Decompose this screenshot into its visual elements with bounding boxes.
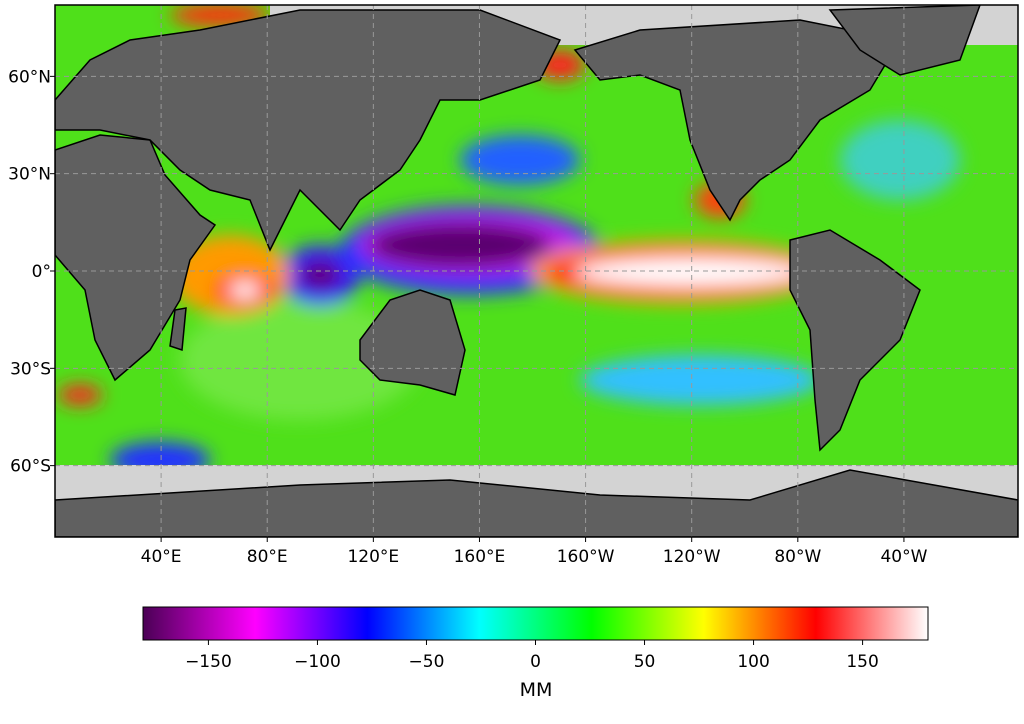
colorbar-tick-label: 0	[530, 652, 541, 672]
x-tick-label: 120°W	[663, 547, 721, 567]
x-tick-label: 160°E	[454, 547, 506, 567]
y-tick-label: 30°N	[8, 165, 51, 185]
grid	[55, 5, 1018, 537]
x-tick-label: 160°W	[557, 547, 615, 567]
x-tick-label: 80°E	[247, 547, 288, 567]
y-tick-label: 60°S	[10, 457, 51, 477]
y-tick-label: 60°N	[8, 67, 51, 87]
antarctica	[55, 469, 1018, 537]
eurasia	[55, 9, 562, 252]
colorbar-tick-label: 150	[846, 652, 878, 672]
y-tick-label: 30°S	[10, 359, 51, 379]
colorbar-label: MM	[520, 679, 553, 701]
map-body	[55, 5, 1018, 537]
colorbar-tick-label: −50	[409, 652, 445, 672]
africa	[55, 134, 217, 382]
x-tick-label: 120°E	[347, 547, 399, 567]
land	[55, 5, 1018, 537]
colorbar-tick-label: −150	[185, 652, 232, 672]
greenland	[828, 5, 981, 76]
australia	[359, 289, 466, 396]
madagascar	[169, 307, 187, 352]
colorbar-tick-label: −100	[294, 652, 341, 672]
y-tick-label: 0°	[32, 262, 51, 282]
colorbar	[142, 606, 929, 641]
x-tick-label: 40°W	[880, 547, 927, 567]
colorbar-tick-label: 100	[737, 652, 769, 672]
x-tick-label: 80°W	[774, 547, 821, 567]
colorbar-tick-label: 50	[634, 652, 656, 672]
x-tick-label: 40°E	[141, 547, 182, 567]
south-america	[789, 229, 921, 452]
